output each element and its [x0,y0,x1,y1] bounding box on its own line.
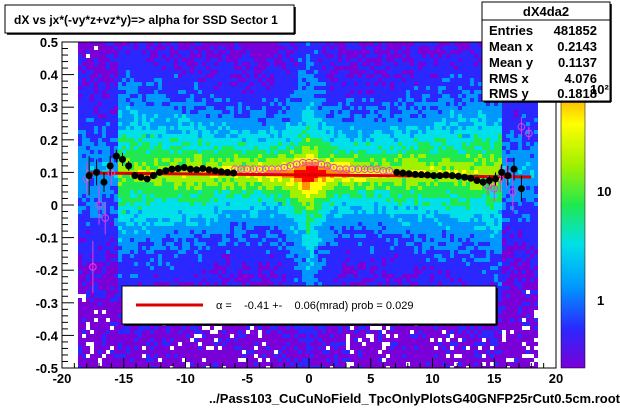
y-tick-label: 0.5 [40,35,58,50]
y-tick-label: 0.2 [40,133,58,148]
stats-value-mean-y: 0.1137 [558,55,597,70]
stats-label-rms-y: RMS y [489,86,530,101]
black-point-21 [217,168,225,176]
black-point-25 [399,169,407,177]
black-point-26 [405,170,413,178]
black-point-43 [510,165,518,173]
magenta-point-30 [385,166,394,175]
magenta-point-3 [101,214,110,222]
stats-value-entries: 481852 [554,23,597,38]
y-tick-label: 0.1 [40,165,58,180]
black-point-42 [504,172,512,180]
magenta-point-32 [490,184,499,193]
black-point-41 [498,168,506,176]
fit-legend-label: α = -0.41 +- 0.06(mrad) prob = 0.029 [216,300,413,312]
y-tick-label: 0 [51,198,58,213]
x-tick-label: 0 [305,371,312,386]
y-tick-label: -0.2 [36,263,58,278]
black-point-28 [417,171,425,179]
black-point-9 [143,175,151,183]
black-point-38 [479,178,487,186]
x-axis: -20 -15 -10 -5 0 5 10 15 20 [53,358,563,386]
black-point-30 [430,172,438,180]
black-point-29 [424,171,432,179]
y-tick-label: -0.5 [36,361,58,376]
black-point-20 [211,167,219,175]
black-point-22 [223,168,231,176]
chart-title: dX vs jx*(-vy*z+vz*y)=> alpha for SSD Se… [14,13,278,27]
black-point-14 [174,164,182,172]
x-tick-label: 5 [367,371,374,386]
x-tick-label: 15 [487,371,501,386]
heatmap-cells [78,42,538,368]
magenta-point-37 [525,129,533,138]
y-tick-label: 0.3 [40,100,58,115]
stats-value-rms-y: 0.1818 [557,86,597,101]
y-tick-label: 0.4 [40,68,59,83]
y-tick-label: -0.3 [36,296,58,311]
stats-label-mean-x: Mean x [489,39,534,54]
x-tick-label: -15 [114,371,133,386]
black-point-39 [485,177,493,185]
black-point-6 [125,162,133,170]
black-point-5 [119,155,127,163]
black-point-15 [180,164,188,172]
x-tick-label: -10 [176,371,195,386]
black-point-11 [156,168,164,176]
magenta-point-2 [95,201,103,209]
stats-box: dX4da2 Entries 481852 Mean x 0.2143 Mean… [481,1,612,103]
x-tick-label: -5 [241,371,253,386]
black-point-33 [448,172,456,180]
y-tick-label: -0.4 [36,328,59,343]
black-point-35 [461,173,469,181]
black-point-12 [162,167,170,175]
black-point-17 [193,166,201,174]
black-point-3 [106,162,114,170]
z-tick-1: 1 [597,293,604,308]
black-point-10 [149,172,157,180]
stats-name: dX4da2 [523,4,569,19]
black-point-44 [517,185,525,193]
x-tick-label: -20 [53,371,72,386]
black-point-18 [199,164,207,172]
stats-label-entries: Entries [489,23,533,38]
stats-value-mean-x: 0.2143 [557,39,597,54]
z-tick-10: 10 [597,184,611,199]
black-point-40 [491,175,499,183]
fit-legend: α = -0.41 +- 0.06(mrad) prob = 0.029 [121,285,498,326]
stats-value-rms-x: 4.076 [564,71,597,86]
black-point-2 [100,178,108,186]
profile-black-points [85,149,525,202]
stats-label-rms-x: RMS x [489,71,530,86]
black-point-24 [393,168,401,176]
black-point-1 [93,168,101,176]
black-point-37 [473,177,481,185]
black-point-32 [442,171,450,179]
x-tick-label: 20 [549,371,563,386]
black-point-27 [411,170,419,178]
x-axis-label: ../Pass103_CuCuNoField_TpcOnlyPlotsG40GN… [209,391,620,406]
black-point-8 [137,173,145,181]
black-point-4 [112,152,120,160]
x-tick-label: 10 [425,371,439,386]
magenta-point-36 [517,122,526,131]
magenta-point-1 [89,263,97,271]
black-point-19 [205,166,213,174]
stats-label-mean-y: Mean y [489,55,534,70]
black-point-31 [436,172,444,180]
black-point-34 [454,172,462,180]
black-point-7 [131,172,139,180]
y-tick-label: -0.1 [36,231,58,246]
black-point-36 [467,174,475,182]
black-point-0 [85,172,93,180]
y-axis: -0.5 -0.4 -0.3 -0.2 -0.1 0 0.1 0.2 0.3 0.4 0.5 [36,35,74,376]
z-tick-100: 10² [590,82,609,97]
black-point-16 [186,165,194,173]
black-point-23 [230,169,238,177]
black-point-13 [168,165,176,173]
title-box: dX vs jx*(-vy*z+vz*y)=> alpha for SSD Se… [4,4,296,35]
magenta-point-35 [508,188,517,196]
